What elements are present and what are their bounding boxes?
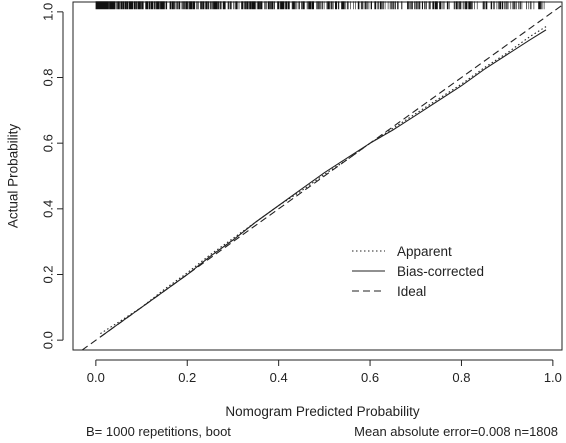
x-tick-label: 1.0 — [544, 370, 562, 385]
y-tick-label: 0.0 — [40, 331, 55, 349]
y-tick-label: 0.8 — [40, 68, 55, 86]
x-tick-label: 0.4 — [270, 370, 288, 385]
legend: Apparent Bias-corrected Ideal — [352, 244, 484, 299]
series-line-ideal — [81, 4, 562, 350]
x-axis-title: Nomogram Predicted Probability — [225, 404, 420, 419]
series-layer — [81, 4, 562, 350]
footer-right-note: Mean absolute error=0.008 n=1808 — [354, 424, 558, 439]
x-tick-label: 0.2 — [178, 370, 196, 385]
x-axis: 0.0 0.2 0.4 0.6 0.8 1.0 — [87, 359, 562, 385]
footer-left-note: B= 1000 repetitions, boot — [86, 424, 231, 439]
x-tick-label: 0.0 — [87, 370, 105, 385]
rug-marks — [95, 1, 545, 10]
legend-label: Bias-corrected — [397, 264, 484, 279]
prediction-rug — [95, 1, 545, 10]
plot-frame — [72, 1, 563, 351]
legend-label: Ideal — [397, 284, 426, 299]
y-tick-label: 0.2 — [40, 265, 55, 283]
x-tick-label: 0.6 — [361, 370, 379, 385]
y-tick-label: 0.4 — [40, 200, 55, 218]
y-tick-label: 0.6 — [40, 134, 55, 152]
legend-label: Apparent — [397, 244, 452, 259]
y-tick-label: 1.0 — [40, 3, 55, 21]
x-tick-label: 0.8 — [452, 370, 470, 385]
y-axis-title: Actual Probability — [6, 124, 21, 229]
series-line-bias-corrected — [100, 29, 547, 338]
y-axis: 0.0 0.2 0.4 0.6 0.8 1.0 — [40, 3, 64, 349]
